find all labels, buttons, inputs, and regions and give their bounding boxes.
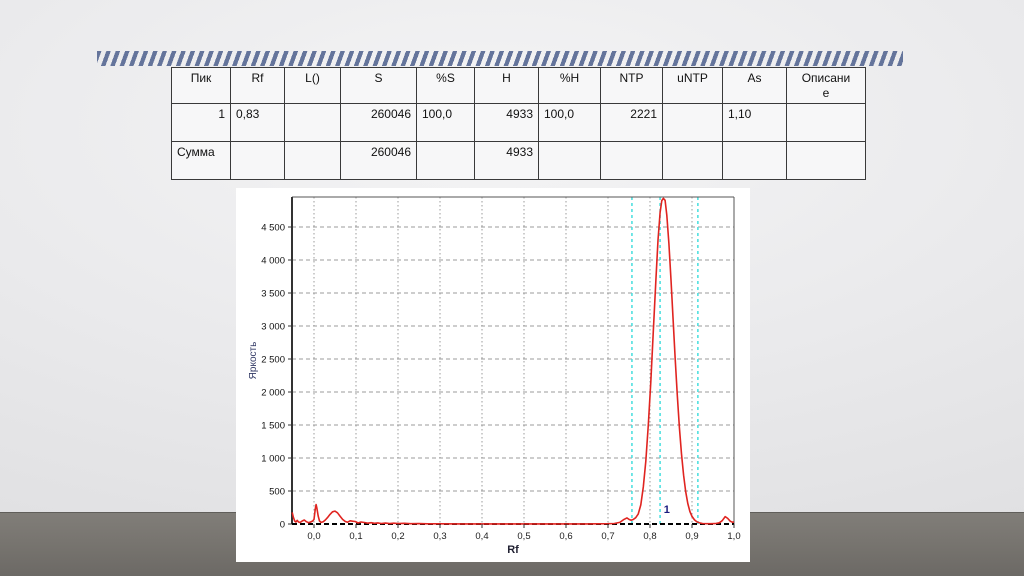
svg-text:Яркость: Яркость (248, 342, 259, 380)
cell-sum-as (722, 141, 787, 180)
svg-text:0,8: 0,8 (643, 531, 656, 542)
svg-text:0: 0 (280, 520, 285, 531)
cell-sum-ntp (600, 141, 663, 180)
cell-sum-s: 260046 (340, 141, 417, 180)
svg-text:4 000: 4 000 (261, 256, 285, 267)
cell-h: 4933 (474, 103, 539, 142)
cell-sum-description (786, 141, 866, 180)
cell-pct-h: 100,0 (538, 103, 601, 142)
cell-as: 1,10 (722, 103, 787, 142)
svg-text:0,0: 0,0 (307, 531, 320, 542)
cell-sum-rf (230, 141, 285, 180)
col-header-as: As (722, 67, 787, 104)
cell-pct-s: 100,0 (416, 103, 475, 142)
svg-text:0,1: 0,1 (349, 531, 362, 542)
cell-untp (662, 103, 723, 142)
svg-text:3 500: 3 500 (261, 289, 285, 300)
svg-text:1 500: 1 500 (261, 421, 285, 432)
col-header-peak: Пик (171, 67, 231, 104)
svg-text:500: 500 (269, 487, 285, 498)
cell-ntp: 2221 (600, 103, 663, 142)
col-header-pct-s: %S (416, 67, 475, 104)
cell-l (284, 103, 341, 142)
cell-sum-untp (662, 141, 723, 180)
col-header-rf: Rf (230, 67, 285, 104)
svg-text:1,0: 1,0 (727, 531, 740, 542)
svg-text:0,7: 0,7 (601, 531, 614, 542)
decorative-stripes (97, 51, 903, 66)
col-header-description-label: Описание (801, 71, 851, 100)
svg-text:2 000: 2 000 (261, 388, 285, 399)
svg-text:1: 1 (664, 504, 670, 516)
densitogram-chart: 0 500 1 000 1 500 2 000 2 500 3 000 3 500 4 000 4… (248, 196, 741, 556)
cell-peak-number: 1 (171, 103, 231, 142)
col-header-s: S (340, 67, 417, 104)
svg-text:0,4: 0,4 (475, 531, 488, 542)
table-row-sum: Сумма 260046 4933 (171, 141, 866, 180)
cell-rf: 0,83 (230, 103, 285, 142)
results-table: Пик Rf L() S %S H %H NTP uNTP As Описани… (171, 67, 866, 180)
cell-sum-l (284, 141, 341, 180)
cell-s: 260046 (340, 103, 417, 142)
table-header-row: Пик Rf L() S %S H %H NTP uNTP As Описани… (171, 67, 866, 104)
cell-sum-pct-h (538, 141, 601, 180)
col-header-description: Описание (786, 67, 866, 104)
svg-text:Rf: Rf (507, 544, 519, 556)
col-header-pct-h: %H (538, 67, 601, 104)
svg-text:0,5: 0,5 (517, 531, 530, 542)
densitogram-panel: 0 500 1 000 1 500 2 000 2 500 3 000 3 500 4 000 4… (236, 188, 750, 562)
col-header-h: H (474, 67, 539, 104)
col-header-untp: uNTP (662, 67, 723, 104)
svg-text:2 500: 2 500 (261, 355, 285, 366)
cell-description (786, 103, 866, 142)
svg-text:0,9: 0,9 (685, 531, 698, 542)
svg-text:0,3: 0,3 (433, 531, 446, 542)
col-header-ntp: NTP (600, 67, 663, 104)
svg-text:0,6: 0,6 (559, 531, 572, 542)
svg-text:0,2: 0,2 (391, 531, 404, 542)
cell-sum-h: 4933 (474, 141, 539, 180)
col-header-l: L() (284, 67, 341, 104)
svg-text:3 000: 3 000 (261, 322, 285, 333)
cell-sum-label: Сумма (171, 141, 231, 180)
svg-text:1 000: 1 000 (261, 454, 285, 465)
table-row-peak-1: 1 0,83 260046 100,0 4933 100,0 2221 1,10 (171, 103, 866, 142)
cell-sum-pct-s (416, 141, 475, 180)
svg-text:4 500: 4 500 (261, 223, 285, 234)
